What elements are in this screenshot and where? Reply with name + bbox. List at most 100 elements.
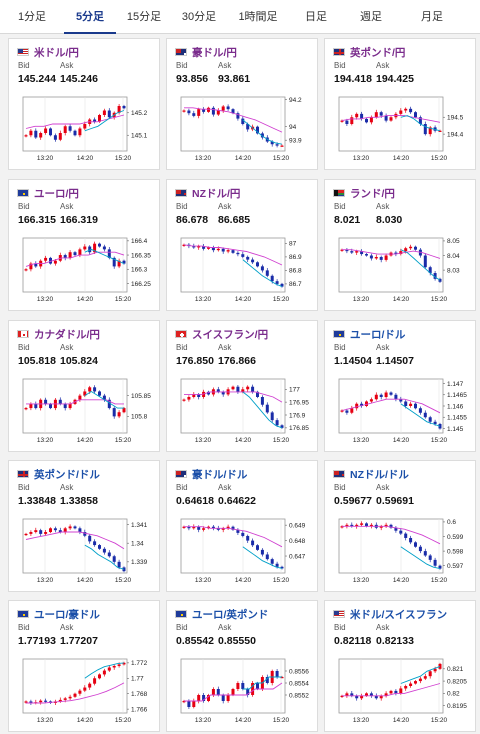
currency-pair-name[interactable]: 豪ドル/円 — [192, 46, 237, 59]
y-tick-label: 1.768 — [131, 691, 148, 698]
card-title[interactable]: スイスフラン/円 — [175, 327, 268, 341]
card-title[interactable]: 英ポンド/ドル — [17, 467, 100, 481]
rate-card[interactable]: 豪ドル/円 Bid Ask 93.856 93.861 94.2 94 93.9 13:20 14… — [166, 38, 318, 170]
currency-pair-name[interactable]: 英ポンド/円 — [350, 46, 406, 59]
bid-label: Bid — [176, 623, 188, 632]
card-title[interactable]: カナダドル/円 — [17, 327, 100, 341]
currency-pair-name[interactable]: ユーロ/ドル — [350, 328, 406, 341]
currency-pair-name[interactable]: スイスフラン/円 — [192, 328, 269, 341]
candle-body — [39, 530, 43, 534]
price-chart[interactable]: 0.6 0.599 0.598 0.597 13:20 14:20 15:20 — [335, 515, 471, 589]
tab-2[interactable]: 15分足 — [126, 11, 162, 23]
currency-pair-name[interactable]: 豪ドル/ドル — [192, 468, 248, 481]
candle-body — [34, 530, 38, 533]
currency-pair-name[interactable]: ユーロ/豪ドル — [34, 608, 100, 621]
rate-card[interactable]: スイスフラン/円 Bid Ask 176.850 176.866 177 176.95 176… — [166, 320, 318, 452]
rate-card[interactable]: NZドル/ドル Bid Ask 0.59677 0.59691 0.6 0.599 0.598… — [324, 460, 476, 592]
rate-card[interactable]: 英ポンド/ドル Bid Ask 1.33848 1.33858 1.341 1.34 1.33… — [8, 460, 160, 592]
price-chart[interactable]: 194.5 194.4 13:20 14:20 15:20 — [335, 93, 471, 167]
card-title[interactable]: ユーロ/円 — [17, 186, 79, 200]
candle-body — [360, 403, 364, 406]
currency-pair-name[interactable]: ユーロ/円 — [34, 187, 79, 200]
candle-body — [68, 126, 72, 131]
candle-body — [29, 532, 33, 534]
y-tick-label: 8.04 — [447, 253, 460, 260]
card-title[interactable]: ユーロ/英ポンド — [175, 607, 268, 621]
candle-body — [58, 399, 62, 404]
price-chart[interactable]: 166.4 166.35 166.3 166.25 13:20 14:20 15:20 — [19, 234, 155, 308]
rate-card[interactable]: 英ポンド/円 Bid Ask 194.418 194.425 194.5 194.4 13:2… — [324, 38, 476, 170]
currency-pair-name[interactable]: カナダドル/円 — [34, 328, 100, 341]
price-chart[interactable]: 1.147 1.1465 1.146 1.1455 1.145 13:20 14:20 15:… — [335, 375, 471, 449]
chart-svg: 1.341 1.34 1.339 13:20 14:20 15:20 — [22, 518, 148, 584]
card-title[interactable]: NZドル/円 — [175, 186, 240, 200]
card-title[interactable]: 英ポンド/円 — [333, 45, 405, 59]
currency-pair-name[interactable]: 英ポンド/ドル — [34, 468, 100, 481]
price-chart[interactable]: 0.8556 0.8554 0.8552 13:20 14:20 15:20 — [177, 655, 313, 729]
tab-1[interactable]: 5分足 — [64, 0, 116, 34]
currency-pair-name[interactable]: NZドル/円 — [192, 187, 241, 200]
price-chart[interactable]: 177 176.95 176.9 176.85 13:20 14:20 15:20 — [177, 375, 313, 449]
x-tick-label: 13:20 — [353, 437, 370, 444]
rate-card[interactable]: 豪ドル/ドル Bid Ask 0.64618 0.64622 0.649 0.648 0.64… — [166, 460, 318, 592]
ma-long-line — [26, 682, 125, 704]
price-chart[interactable]: 94.2 94 93.9 13:20 14:20 15:20 — [177, 93, 313, 167]
x-tick-label: 14:20 — [393, 296, 410, 303]
card-title[interactable]: 米ドル/スイスフラン — [333, 607, 447, 621]
tab-3[interactable]: 30分足 — [181, 11, 217, 23]
price-chart[interactable]: 0.821 0.8205 0.82 0.8195 13:20 14:20 15:20 — [335, 655, 471, 729]
candle-body — [93, 678, 97, 684]
tab-7[interactable]: 月足 — [421, 11, 443, 23]
card-title[interactable]: ユーロ/ドル — [333, 327, 405, 341]
card-title[interactable]: ユーロ/豪ドル — [17, 607, 100, 621]
card-title[interactable]: NZドル/ドル — [333, 467, 409, 481]
rate-card[interactable]: ユーロ/豪ドル Bid Ask 1.77193 1.77207 1.772 1.77 1.76… — [8, 600, 160, 732]
rate-card[interactable]: ランド/円 Bid Ask 8.021 8.030 8.05 8.04 8.03 13:20 14… — [324, 179, 476, 311]
bid-value: 86.678 — [176, 214, 209, 226]
candle-body — [423, 412, 427, 418]
price-chart[interactable]: 8.05 8.04 8.03 13:20 14:20 15:20 — [335, 234, 471, 308]
price-chart[interactable]: 0.649 0.648 0.647 13:20 14:20 15:20 — [177, 515, 313, 589]
rate-card[interactable]: ユーロ/ドル Bid Ask 1.14504 1.14507 1.147 1.1465 1.1… — [324, 320, 476, 452]
currency-pair-name[interactable]: ユーロ/英ポンド — [192, 608, 269, 621]
price-chart[interactable]: 1.341 1.34 1.339 13:20 14:20 15:20 — [19, 515, 155, 589]
price-chart[interactable]: 105.85 105.8 13:20 14:20 15:20 — [19, 375, 155, 449]
candle-body — [117, 664, 121, 666]
ask-label: Ask — [60, 343, 74, 352]
card-title[interactable]: 豪ドル/円 — [175, 45, 237, 59]
candle-body — [53, 528, 57, 531]
candle-body — [98, 391, 101, 396]
rate-card[interactable]: NZドル/円 Bid Ask 86.678 86.685 87 86.9 86.8 86.7 13… — [166, 179, 318, 311]
tab-5[interactable]: 日足 — [305, 11, 327, 23]
currency-pair-name[interactable]: 米ドル/円 — [34, 46, 79, 59]
tab-4[interactable]: 1時間足 — [238, 11, 278, 23]
rate-card[interactable]: ユーロ/円 Bid Ask 166.315 166.319 166.4 166.35 166.… — [8, 179, 160, 311]
tab-6[interactable]: 週足 — [360, 11, 382, 23]
price-chart[interactable]: 1.772 1.77 1.768 1.766 13:20 14:20 15:20 — [19, 655, 155, 729]
rate-card[interactable]: 米ドル/スイスフラン Bid Ask 0.82118 0.82133 0.821 0.820… — [324, 600, 476, 732]
candle-body — [73, 693, 77, 697]
rate-card[interactable]: 米ドル/円 Bid Ask 145.244 145.246 145.2 145.1 13:20… — [8, 38, 160, 170]
currency-pair-name[interactable]: 米ドル/スイスフラン — [350, 608, 448, 621]
y-tick-label: 0.599 — [447, 534, 464, 541]
tab-0[interactable]: 1分足 — [17, 11, 47, 23]
currency-pair-name[interactable]: NZドル/ドル — [350, 468, 409, 481]
rate-card[interactable]: カナダドル/円 Bid Ask 105.818 105.824 105.85 105.8 13… — [8, 320, 160, 452]
card-title[interactable]: 豪ドル/ドル — [175, 467, 247, 481]
candle-body — [280, 425, 284, 428]
candle-body — [414, 403, 417, 409]
rate-card[interactable]: ユーロ/英ポンド Bid Ask 0.85542 0.85550 0.8556 0.8554… — [166, 600, 318, 732]
candle-body — [275, 281, 279, 284]
x-tick-label: 13:20 — [353, 155, 370, 162]
candle-body — [93, 243, 97, 253]
nz-flag-icon — [333, 470, 345, 478]
candle-body — [112, 665, 116, 668]
currency-pair-name[interactable]: ランド/円 — [350, 187, 395, 200]
candle-body — [350, 251, 354, 253]
price-chart[interactable]: 87 86.9 86.8 86.7 13:20 14:20 15:20 — [177, 234, 313, 308]
card-title[interactable]: 米ドル/円 — [17, 45, 79, 59]
bid-label: Bid — [18, 202, 30, 211]
price-chart[interactable]: 145.2 145.1 13:20 14:20 15:20 — [19, 93, 155, 167]
card-title[interactable]: ランド/円 — [333, 186, 395, 200]
candle-body — [211, 247, 215, 251]
